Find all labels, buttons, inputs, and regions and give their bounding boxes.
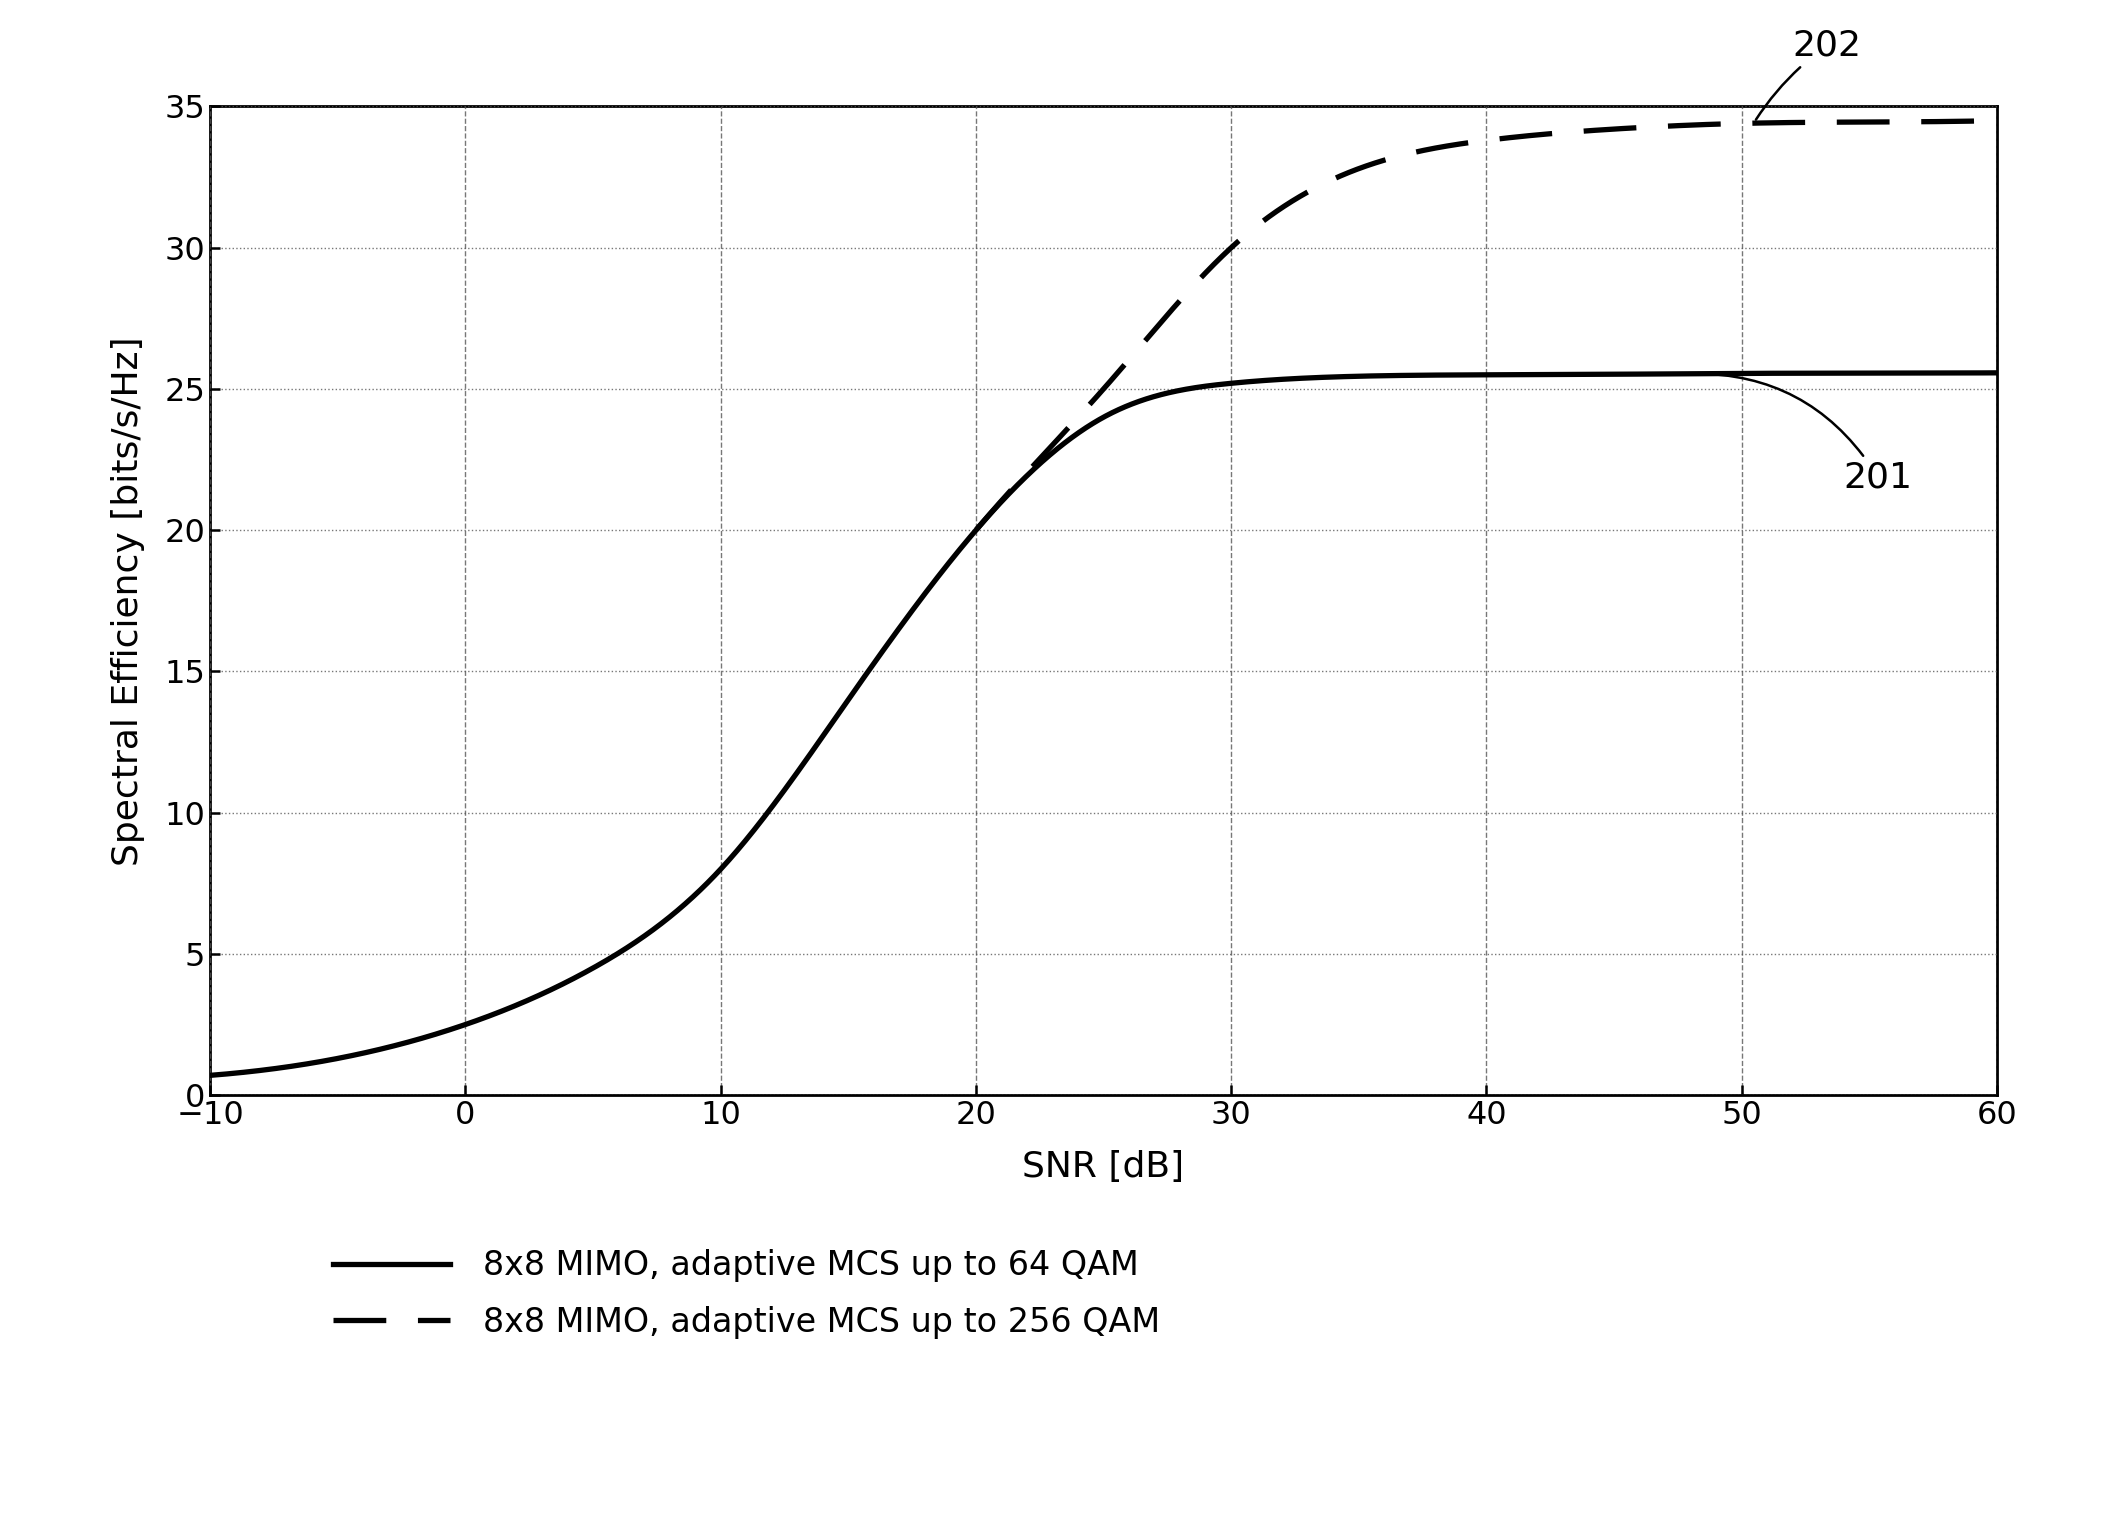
Text: 201: 201 <box>1682 374 1913 494</box>
X-axis label: SNR [dB]: SNR [dB] <box>1022 1150 1186 1185</box>
Y-axis label: Spectral Efficiency [bits/s/Hz]: Spectral Efficiency [bits/s/Hz] <box>111 336 145 865</box>
Text: 202: 202 <box>1755 29 1862 120</box>
Legend: 8x8 MIMO, adaptive MCS up to 64 QAM, 8x8 MIMO, adaptive MCS up to 256 QAM: 8x8 MIMO, adaptive MCS up to 64 QAM, 8x8… <box>315 1232 1177 1355</box>
